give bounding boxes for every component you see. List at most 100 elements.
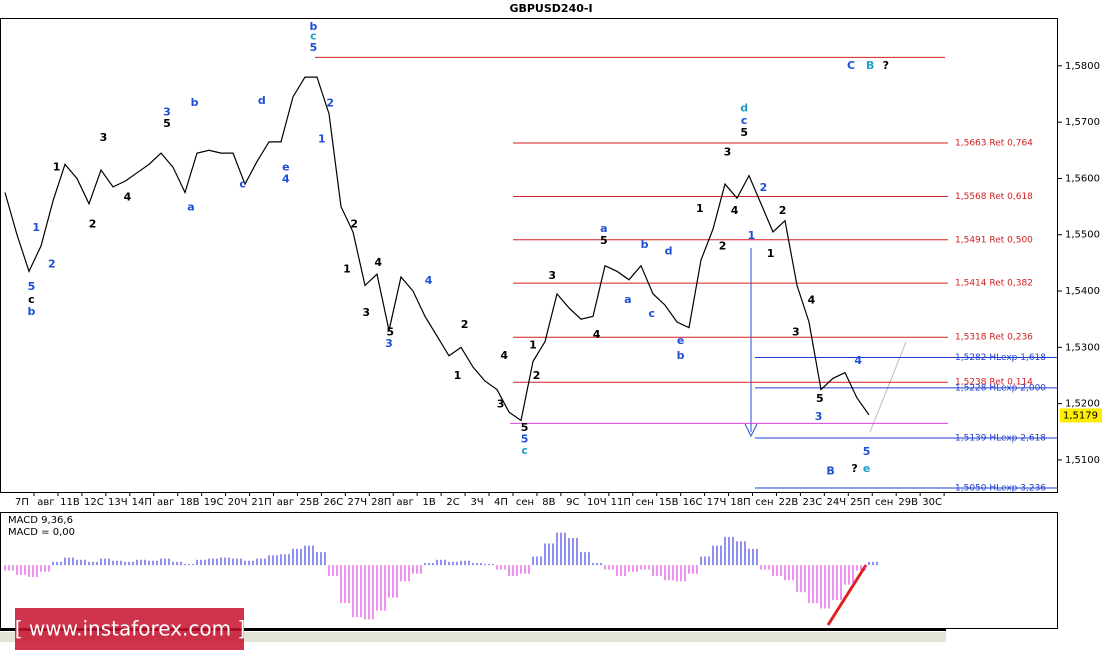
x-tick-label: 17Ч xyxy=(707,497,727,508)
wave-label: c xyxy=(28,293,35,306)
wave-label: 3 xyxy=(497,398,505,411)
wave-label: 4 xyxy=(124,191,132,204)
x-tick-label: 27Ч xyxy=(348,497,368,508)
wave-label: b xyxy=(677,349,685,362)
wave-label: 4 xyxy=(500,349,508,362)
wave-label: c xyxy=(239,178,246,191)
x-tick-label: 13Ч xyxy=(108,497,128,508)
wave-label: 5 xyxy=(28,280,36,293)
y-tick-label: 1,5700 xyxy=(1065,117,1100,128)
wave-label: e xyxy=(863,462,870,475)
divergence-line xyxy=(826,564,868,626)
wave-label: d xyxy=(665,245,673,258)
wave-label: e xyxy=(282,161,289,174)
x-tick-label: 3Ч xyxy=(470,497,483,508)
wave-label: 3 xyxy=(724,146,732,159)
last-price-box xyxy=(1060,408,1102,423)
retracement-label: 1,5568 Ret 0,618 xyxy=(955,192,1033,202)
wave-label: c xyxy=(649,307,656,320)
wave-label: 2 xyxy=(719,240,727,253)
wave-label: b xyxy=(191,96,199,109)
x-tick-label: 18П xyxy=(730,497,750,508)
wave-label: 2 xyxy=(350,218,358,231)
wave-label: 5 xyxy=(386,326,394,339)
expansion-label: 1,5050 HLexp 3,236 xyxy=(955,484,1046,494)
y-tick-label: 1,5300 xyxy=(1065,342,1100,353)
y-tick-label: 1,5600 xyxy=(1065,173,1100,184)
wave-label: 2 xyxy=(48,258,56,271)
wave-label: 5 xyxy=(521,421,529,434)
wave-label: 1 xyxy=(318,133,326,146)
wave-label: 4 xyxy=(854,354,862,367)
x-tick-label: авг xyxy=(397,497,414,508)
x-tick-label: 23С xyxy=(802,497,822,508)
x-tick-label: 15В xyxy=(659,497,679,508)
wave-label: b xyxy=(309,20,317,33)
macd-title: MACD 9,36,6 xyxy=(8,515,73,526)
wave-label: 1 xyxy=(343,263,351,276)
retracement-label: 1,5238 Ret 0,114 xyxy=(955,378,1033,388)
price-line xyxy=(4,76,870,422)
wave-label: 1 xyxy=(454,369,462,382)
wave-label: ? xyxy=(883,59,889,72)
wave-label: 2 xyxy=(533,369,541,382)
expansion-label: 1,5139 HLexp 2,618 xyxy=(955,433,1046,443)
macd-value: MACD = 0,00 xyxy=(8,527,75,538)
x-tick-label: 18В xyxy=(180,497,200,508)
wave-label: 4 xyxy=(425,274,433,287)
x-tick-label: 25В xyxy=(300,497,320,508)
x-tick-label: 10Ч xyxy=(587,497,607,508)
wave-label: 4 xyxy=(593,328,601,341)
x-tick-label: авг xyxy=(157,497,174,508)
wave-label: b xyxy=(641,238,649,251)
x-tick-label: 19С xyxy=(204,497,224,508)
x-tick-label: авг xyxy=(277,497,294,508)
x-tick-label: 30С xyxy=(922,497,942,508)
wave-label: c xyxy=(741,114,748,127)
x-tick-label: 1В xyxy=(423,497,436,508)
wave-label: 1 xyxy=(748,229,756,242)
x-tick-label: 8В xyxy=(542,497,555,508)
macd-frame xyxy=(0,512,1058,629)
wave-label: 1 xyxy=(53,161,61,174)
x-tick-label: 16С xyxy=(683,497,703,508)
wave-label: 5 xyxy=(740,126,748,139)
wave-label: 1 xyxy=(32,221,40,234)
wave-label: C xyxy=(847,59,855,72)
wave-label: 5 xyxy=(816,392,824,405)
wave-label: 1 xyxy=(696,202,704,215)
wave-label: 4 xyxy=(374,256,382,269)
y-tick-label: 1,5400 xyxy=(1065,286,1100,297)
chart-title: GBPUSD240-I xyxy=(509,2,592,15)
wave-label: 3 xyxy=(548,269,556,282)
wave-label: 3 xyxy=(163,106,171,119)
wave-label: B xyxy=(866,59,874,72)
wave-label: 3 xyxy=(100,131,108,144)
wave-label: d xyxy=(740,102,748,115)
x-tick-label: сен xyxy=(755,497,773,508)
wave-label: 1 xyxy=(529,339,537,352)
wave-label: e xyxy=(677,334,684,347)
x-tick-label: 11П xyxy=(611,497,631,508)
retracement-label: 1,5414 Ret 0,382 xyxy=(955,279,1033,289)
wave-label: 4 xyxy=(282,173,290,186)
bottom-pane xyxy=(0,632,946,642)
wave-label: 2 xyxy=(461,318,469,331)
wave-label: b xyxy=(27,305,35,318)
wave-label: c xyxy=(310,30,317,43)
watermark: [ www.instaforex.com ] xyxy=(15,608,245,650)
arrow-head xyxy=(744,423,758,438)
x-tick-label: 12С xyxy=(84,497,104,508)
wave-label: 3 xyxy=(815,410,823,423)
x-tick-label: 7П xyxy=(15,497,29,508)
wave-label: 2 xyxy=(779,204,787,217)
retracement-label: 1,5491 Ret 0,500 xyxy=(955,235,1033,245)
wave-label: a xyxy=(187,201,194,214)
wave-label: 2 xyxy=(89,218,97,231)
wave-label: 5 xyxy=(310,41,318,54)
retracement-label: 1,5318 Ret 0,236 xyxy=(955,333,1033,343)
wave-label: a xyxy=(624,293,631,306)
x-tick-label: 9С xyxy=(566,497,579,508)
x-tick-label: 20Ч xyxy=(228,497,248,508)
